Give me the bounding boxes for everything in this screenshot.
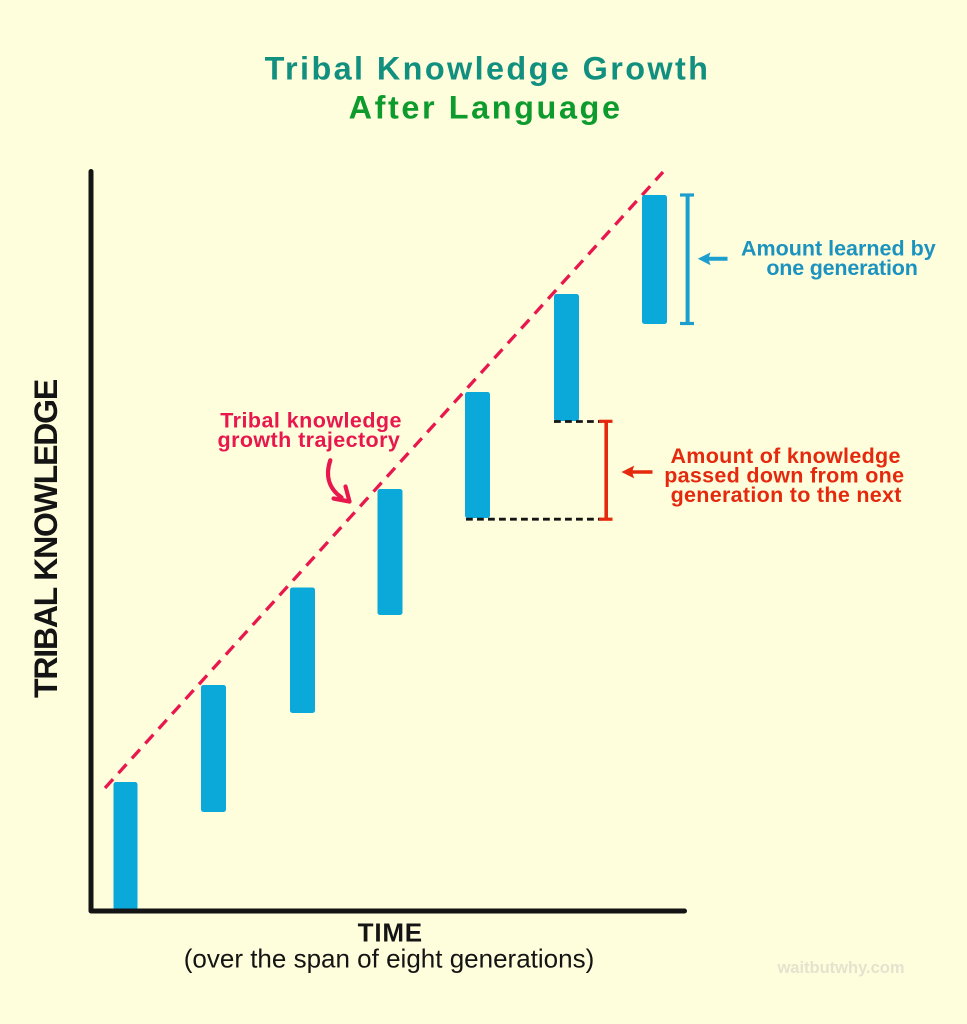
svg-text:growth trajectory: growth trajectory [218, 428, 401, 452]
svg-text:Amount learned by: Amount learned by [741, 237, 936, 261]
svg-text:one generation: one generation [766, 256, 917, 280]
svg-text:TRIBAL KNOWLEDGE: TRIBAL KNOWLEDGE [28, 379, 64, 698]
svg-text:(over the span of eight genera: (over the span of eight generations) [184, 944, 594, 974]
svg-text:After Language: After Language [349, 90, 623, 126]
svg-text:TIME: TIME [358, 918, 423, 948]
svg-text:waitbutwhy.com: waitbutwhy.com [776, 959, 904, 977]
svg-text:generation to the next: generation to the next [671, 483, 902, 507]
svg-text:passed down from one: passed down from one [664, 464, 904, 488]
svg-text:Tribal Knowledge Growth: Tribal Knowledge Growth [265, 50, 711, 86]
svg-text:Amount of knowledge: Amount of knowledge [670, 444, 900, 468]
svg-text:Tribal knowledge: Tribal knowledge [220, 409, 402, 433]
